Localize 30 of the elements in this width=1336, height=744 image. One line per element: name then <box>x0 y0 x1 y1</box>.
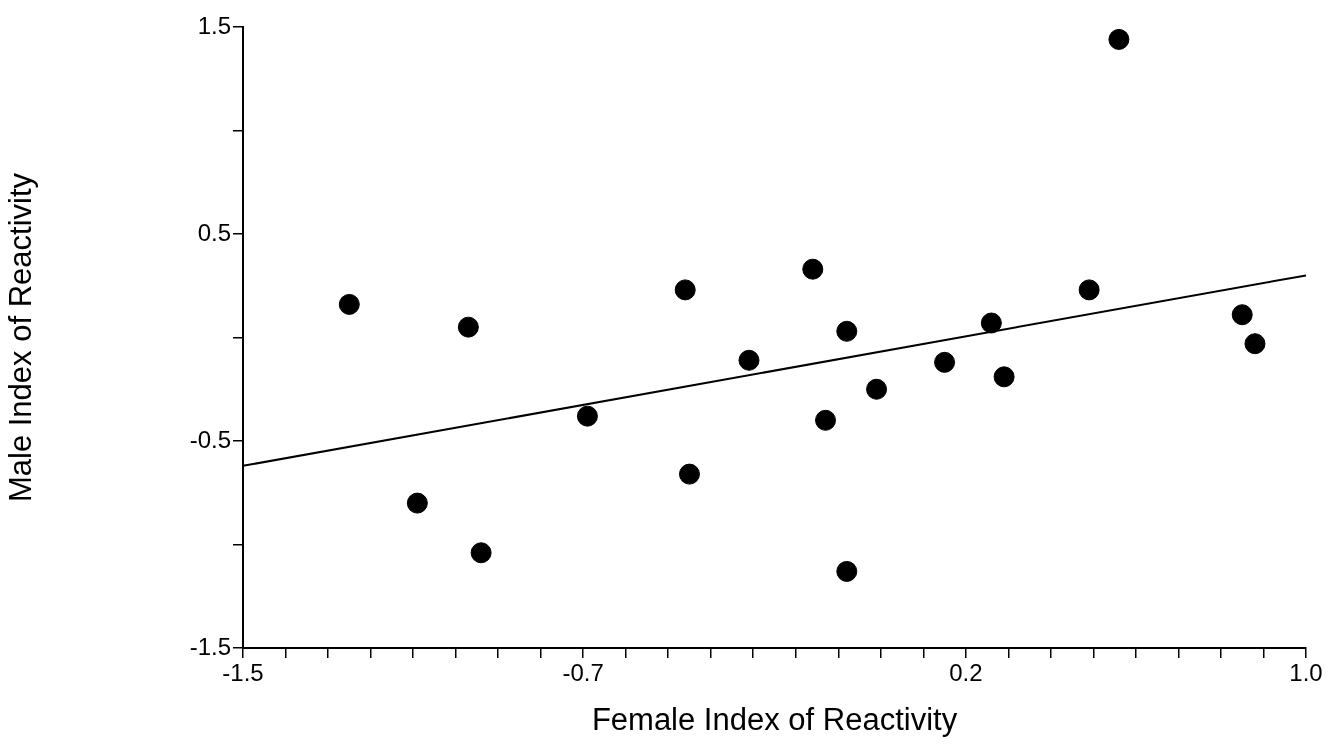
point <box>980 312 1002 334</box>
y-tick-label: 1.5 <box>197 11 231 39</box>
point <box>678 463 700 485</box>
point <box>1078 279 1100 301</box>
point <box>836 320 858 342</box>
point <box>406 492 428 514</box>
point <box>674 279 696 301</box>
point <box>866 378 888 400</box>
x-tick-label: 0.2 <box>949 659 983 687</box>
x-tick-label: -1.5 <box>222 659 264 687</box>
point <box>802 258 824 280</box>
x-tick-label: 1.0 <box>1289 659 1323 687</box>
y-tick-label: -1.5 <box>189 632 231 660</box>
y-tick-label: -0.5 <box>189 425 231 453</box>
point <box>457 316 479 338</box>
point <box>1244 333 1266 355</box>
point <box>1231 304 1253 326</box>
point <box>815 409 837 431</box>
point <box>934 351 956 373</box>
y-axis-title: Male Index of Reactivity <box>3 172 39 503</box>
y-tick-label: 0.5 <box>197 218 231 246</box>
point <box>836 560 858 582</box>
point <box>993 366 1015 388</box>
x-tick-label: -0.7 <box>562 659 604 687</box>
point <box>1108 28 1130 50</box>
point <box>470 542 492 564</box>
point <box>576 405 598 427</box>
x-axis-title: Female Index of Reactivity <box>591 701 958 737</box>
point <box>738 349 760 371</box>
point <box>338 293 360 315</box>
